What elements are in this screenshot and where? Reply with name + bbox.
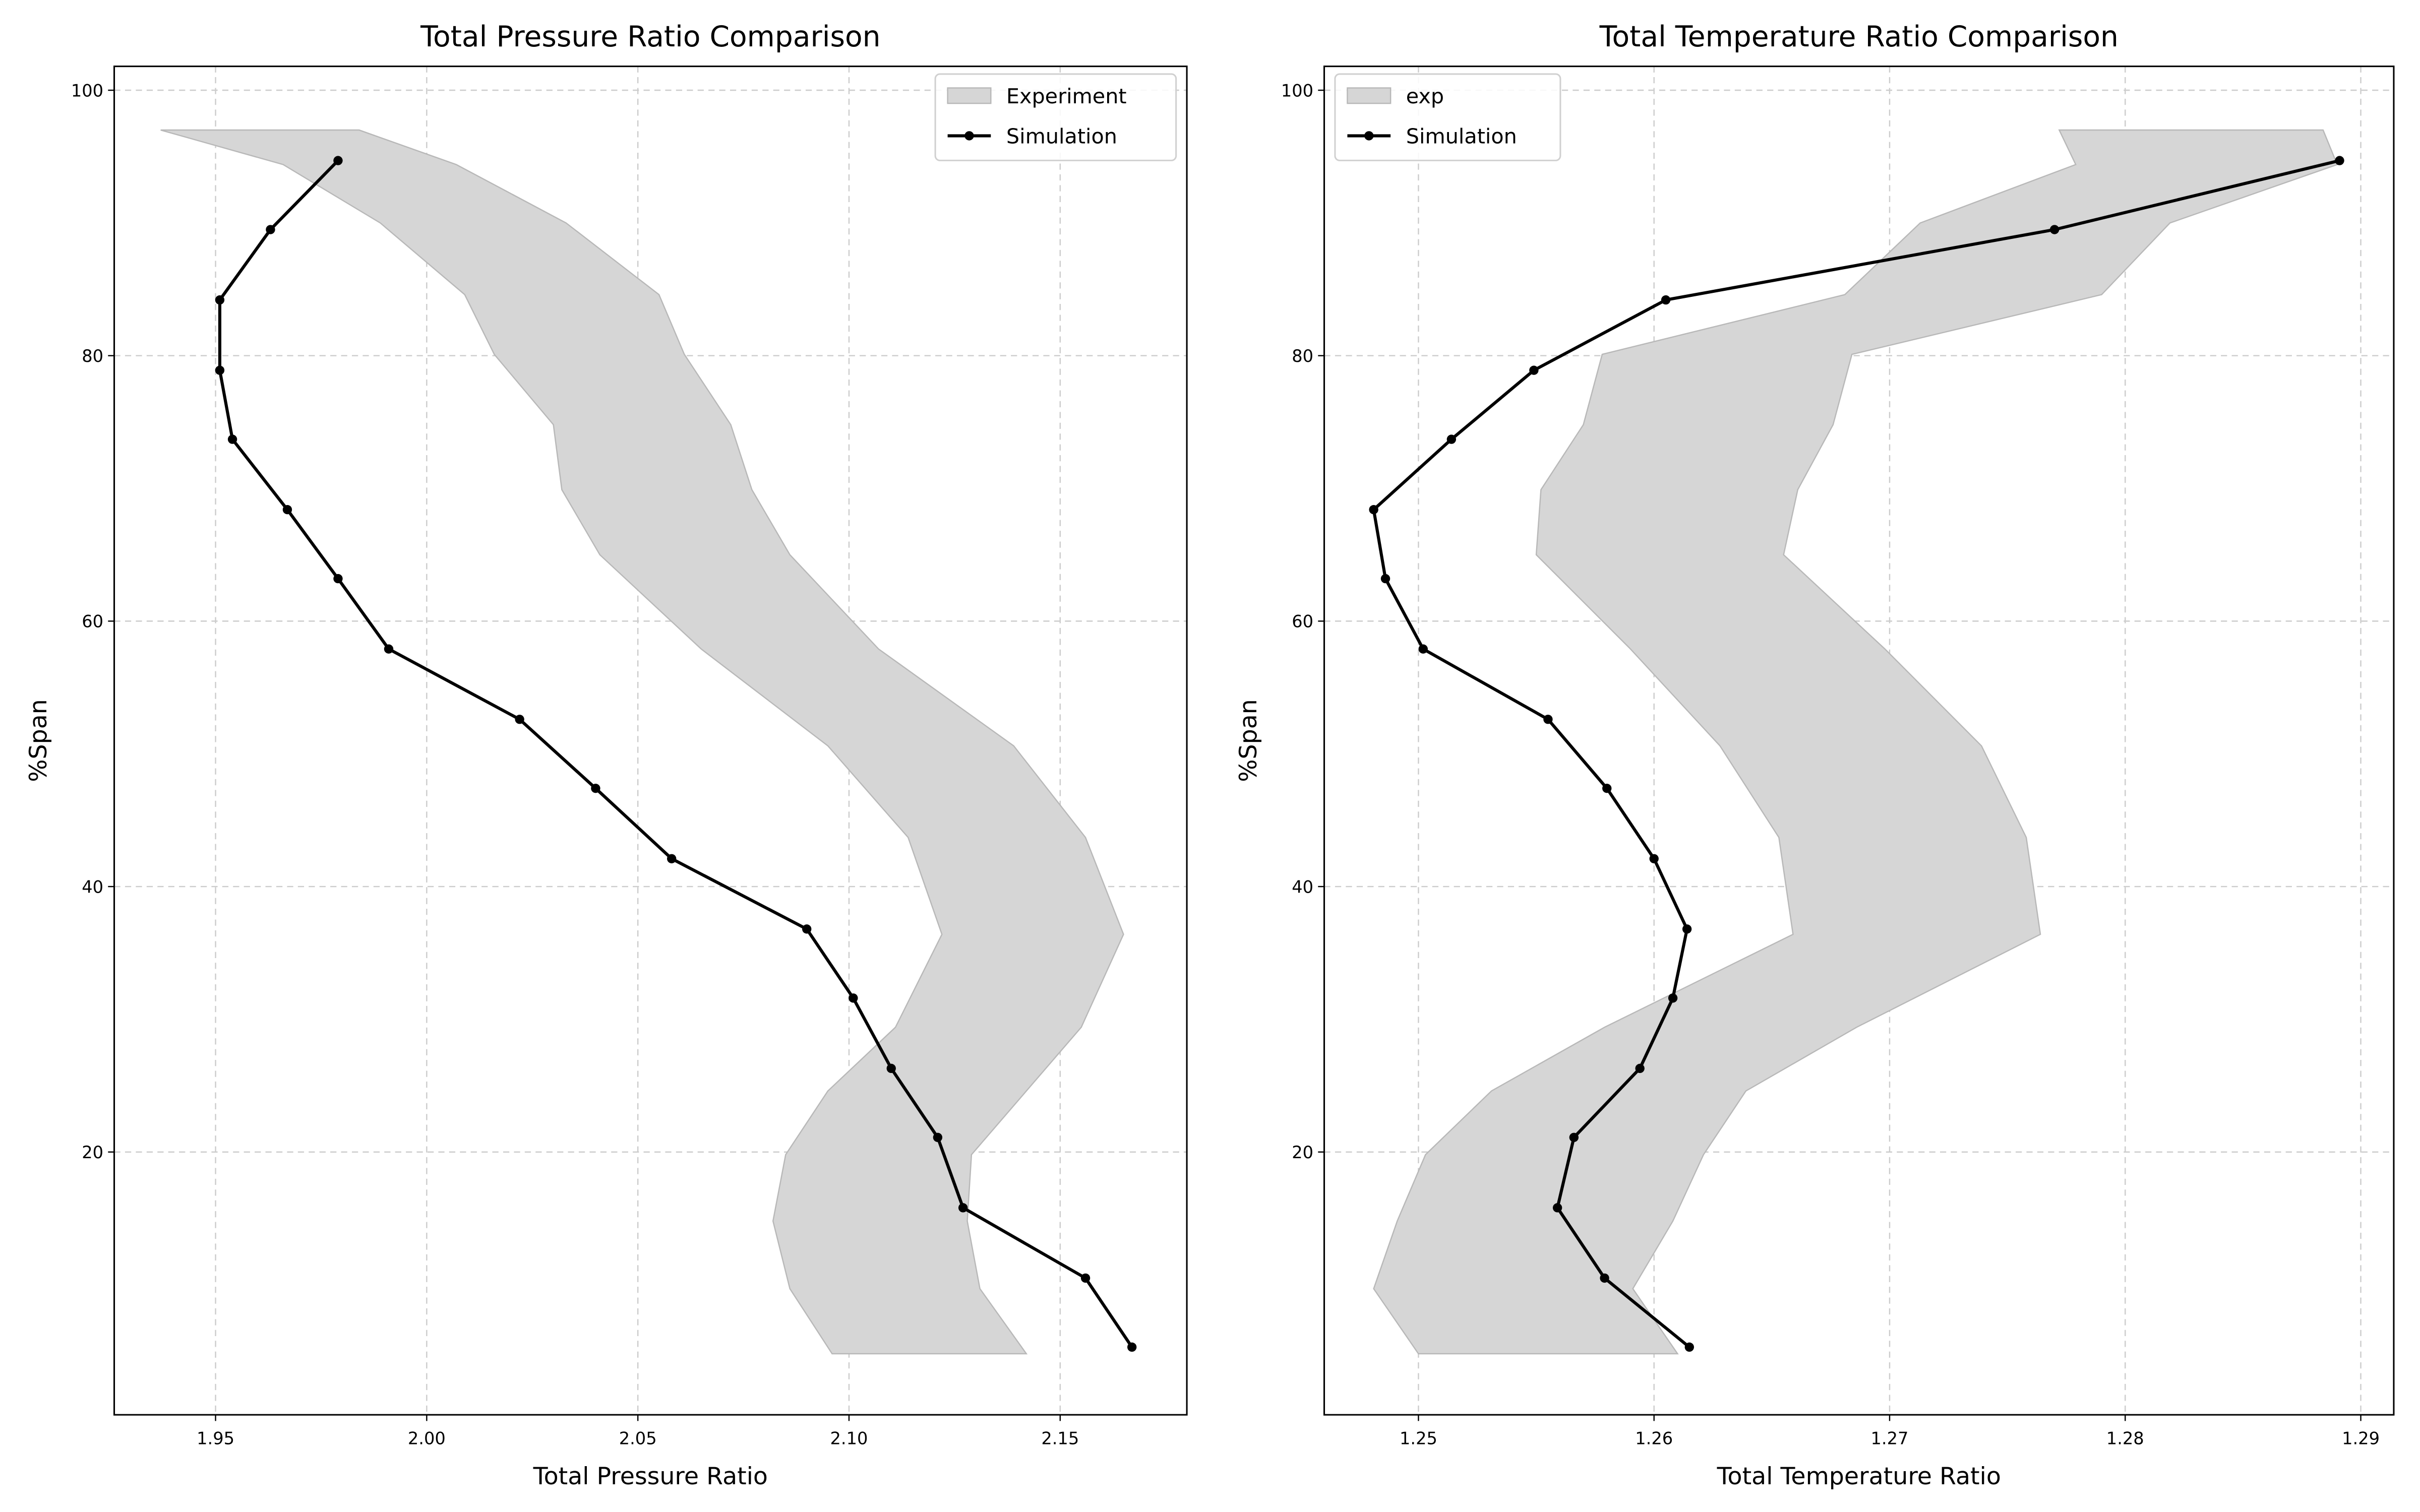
- simulation-point: [1543, 715, 1553, 724]
- simulation-point: [958, 1203, 968, 1213]
- x-tick-label: 1.95: [197, 1428, 234, 1448]
- experiment-band: [160, 129, 1124, 1355]
- simulation-point: [1649, 854, 1659, 863]
- simulation-point: [1552, 1203, 1562, 1213]
- legend: Experiment Simulation: [934, 73, 1177, 161]
- x-tick-label: 2.05: [619, 1428, 657, 1448]
- chart-title: Total Pressure Ratio Comparison: [420, 20, 880, 53]
- simulation-point: [591, 784, 600, 793]
- simulation-point: [227, 434, 237, 444]
- simulation-point: [2335, 156, 2344, 165]
- legend-band-swatch: [1347, 87, 1392, 104]
- simulation-point: [282, 505, 292, 515]
- plot-frame: [1323, 66, 2395, 1416]
- y-tick-label: 20: [82, 1143, 103, 1162]
- simulation-point: [886, 1063, 896, 1074]
- legend-box: [934, 73, 1177, 161]
- x-tick-label: 2.10: [830, 1428, 868, 1448]
- simulation-point: [215, 295, 225, 305]
- y-tick-label: 100: [1281, 81, 1313, 100]
- simulation-point: [933, 1132, 943, 1142]
- simulation-point: [2049, 225, 2060, 234]
- simulation-point: [333, 156, 343, 165]
- legend-label-simulation: Simulation: [1406, 124, 1517, 149]
- simulation-point: [1369, 505, 1378, 515]
- x-tick-label: 2.15: [1041, 1428, 1079, 1448]
- simulation-point: [849, 993, 858, 1003]
- simulation-point: [1127, 1342, 1137, 1352]
- simulation-point: [667, 854, 677, 863]
- x-tick-label: 1.25: [1400, 1428, 1437, 1448]
- simulation-point: [1080, 1273, 1091, 1283]
- simulation-point: [1446, 434, 1457, 444]
- x-tick-label: 1.26: [1635, 1428, 1673, 1448]
- legend-label-experiment: exp: [1406, 84, 1444, 108]
- plot-frame: [113, 66, 1188, 1416]
- simulation-point: [384, 644, 394, 654]
- simulation-point: [515, 715, 524, 724]
- legend-box: [1334, 73, 1561, 161]
- simulation-point: [1529, 365, 1539, 375]
- legend-band-swatch: [947, 87, 992, 104]
- x-tick-label: 1.29: [2342, 1428, 2380, 1448]
- x-tick-label: 1.28: [2106, 1428, 2144, 1448]
- legend-marker: [1364, 131, 1374, 141]
- simulation-point: [215, 365, 225, 375]
- simulation-point: [1661, 295, 1671, 305]
- simulation-point: [1602, 784, 1612, 793]
- chart-title: Total Temperature Ratio Comparison: [1599, 20, 2119, 53]
- simulation-point: [266, 225, 275, 234]
- temperature-ratio-chart: Total Temperature Ratio Comparison Total…: [1235, 20, 2395, 1490]
- simulation-line: [218, 159, 1133, 1348]
- y-tick-label: 40: [1292, 877, 1313, 897]
- y-tick-label: 60: [82, 612, 103, 632]
- x-tick-label: 2.00: [408, 1428, 446, 1448]
- simulation-point: [1569, 1132, 1579, 1142]
- simulation-point: [1600, 1273, 1609, 1283]
- x-tick-label: 1.27: [1871, 1428, 1909, 1448]
- legend-label-simulation: Simulation: [1006, 124, 1117, 149]
- y-tick-label: 80: [82, 346, 103, 366]
- legend-marker: [964, 131, 974, 141]
- pressure-ratio-chart: Total Pressure Ratio Comparison Total Pr…: [25, 20, 1188, 1490]
- y-tick-label: 100: [71, 81, 103, 100]
- y-axis-label: %Span: [25, 699, 52, 782]
- simulation-point: [333, 574, 343, 584]
- simulation-point: [1682, 924, 1692, 934]
- simulation-point: [1684, 1342, 1694, 1352]
- y-tick-label: 60: [1292, 612, 1313, 632]
- y-tick-label: 20: [1292, 1143, 1313, 1162]
- legend-label-experiment: Experiment: [1006, 84, 1127, 108]
- simulation-point: [1418, 644, 1428, 654]
- experiment-band: [1373, 129, 2338, 1355]
- x-axis-label: Total Pressure Ratio: [533, 1463, 768, 1490]
- simulation-line: [1372, 159, 2340, 1349]
- simulation-point: [802, 924, 812, 934]
- x-axis-label: Total Temperature Ratio: [1717, 1463, 2001, 1490]
- y-tick-label: 80: [1292, 346, 1313, 366]
- simulation-point: [1635, 1063, 1645, 1074]
- legend: exp Simulation: [1334, 73, 1561, 161]
- simulation-point: [1668, 993, 1678, 1003]
- y-tick-label: 40: [82, 877, 103, 897]
- y-axis-label: %Span: [1235, 699, 1262, 782]
- simulation-point: [1380, 574, 1390, 584]
